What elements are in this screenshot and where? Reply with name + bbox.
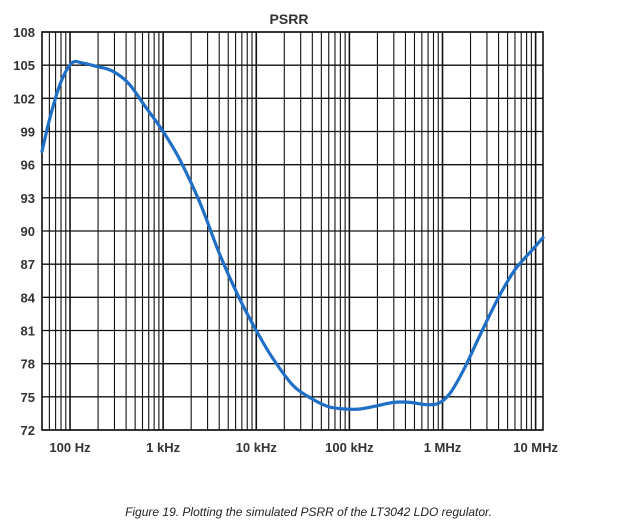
- axes: [41, 31, 544, 431]
- x-tick-label: 1 kHz: [146, 440, 180, 455]
- y-tick-label: 99: [21, 125, 35, 140]
- y-tick-label: 81: [21, 324, 35, 339]
- psrr-chart: 72 75 78 81 84 87 90 93 96 99 102 105 108 100 Hz 1 kHz…: [13, 11, 558, 455]
- chart-title: PSRR: [270, 11, 309, 27]
- series-layer: [40, 59, 545, 411]
- plot-frame: [41, 31, 544, 431]
- x-tick-label: 100 kHz: [325, 440, 374, 455]
- y-tick-label: 72: [21, 423, 35, 438]
- y-tick-label: 78: [21, 357, 35, 372]
- grid: [41, 31, 543, 431]
- y-tick-label: 96: [21, 158, 35, 173]
- y-tick-label: 75: [21, 390, 35, 405]
- figure-caption: Figure 19. Plotting the simulated PSRR o…: [125, 505, 492, 519]
- x-tick-label: 10 MHz: [513, 440, 558, 455]
- psrr-series-line: [40, 59, 545, 411]
- y-tick-label: 108: [13, 25, 35, 40]
- x-tick-label: 1 MHz: [424, 440, 462, 455]
- x-tick-label: 100 Hz: [49, 440, 91, 455]
- y-tick-label: 90: [21, 224, 35, 239]
- y-tick-label: 93: [21, 191, 35, 206]
- x-tick-label: 10 kHz: [236, 440, 278, 455]
- tick-labels: 72 75 78 81 84 87 90 93 96 99 102 105 108 100 Hz 1 kHz…: [13, 25, 558, 455]
- y-tick-label: 84: [21, 290, 36, 305]
- y-tick-label: 87: [21, 257, 35, 272]
- y-tick-label: 102: [13, 91, 35, 106]
- y-tick-label: 105: [13, 58, 35, 73]
